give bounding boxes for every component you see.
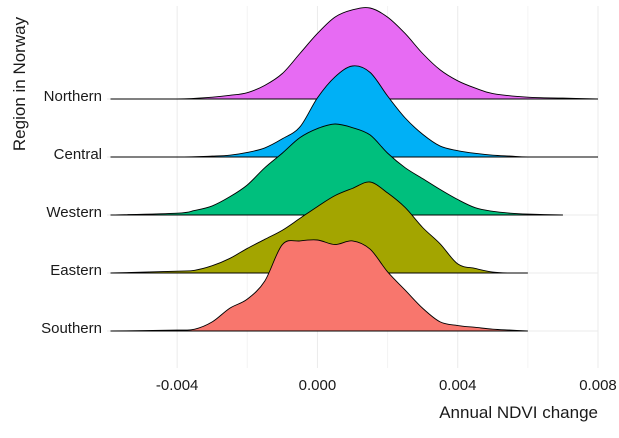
x-tick-label: 0.004 — [439, 377, 477, 394]
ridge-southern — [110, 239, 528, 332]
ridge-layer — [110, 7, 599, 332]
ridge-western — [110, 123, 563, 216]
ridge-northern — [110, 7, 599, 100]
y-tick-label: Central — [54, 146, 102, 163]
x-axis-title: Annual NDVI change — [439, 403, 598, 422]
y-tick-labels: Southern Eastern Western Central Northern — [41, 88, 102, 337]
x-tick-label: 0.008 — [579, 377, 617, 394]
y-tick-label: Eastern — [50, 262, 102, 279]
y-tick-label: Southern — [41, 320, 102, 337]
x-tick-label: -0.004 — [156, 377, 199, 394]
y-tick-label: Northern — [44, 88, 102, 105]
ridge-eastern — [110, 181, 528, 274]
x-tick-label: 0.000 — [299, 377, 337, 394]
x-tick-labels: -0.004 0.000 0.004 0.008 — [156, 377, 617, 394]
y-tick-label: Western — [46, 204, 102, 221]
ridge-central — [110, 65, 598, 158]
y-axis-title: Region in Norway — [10, 16, 29, 151]
